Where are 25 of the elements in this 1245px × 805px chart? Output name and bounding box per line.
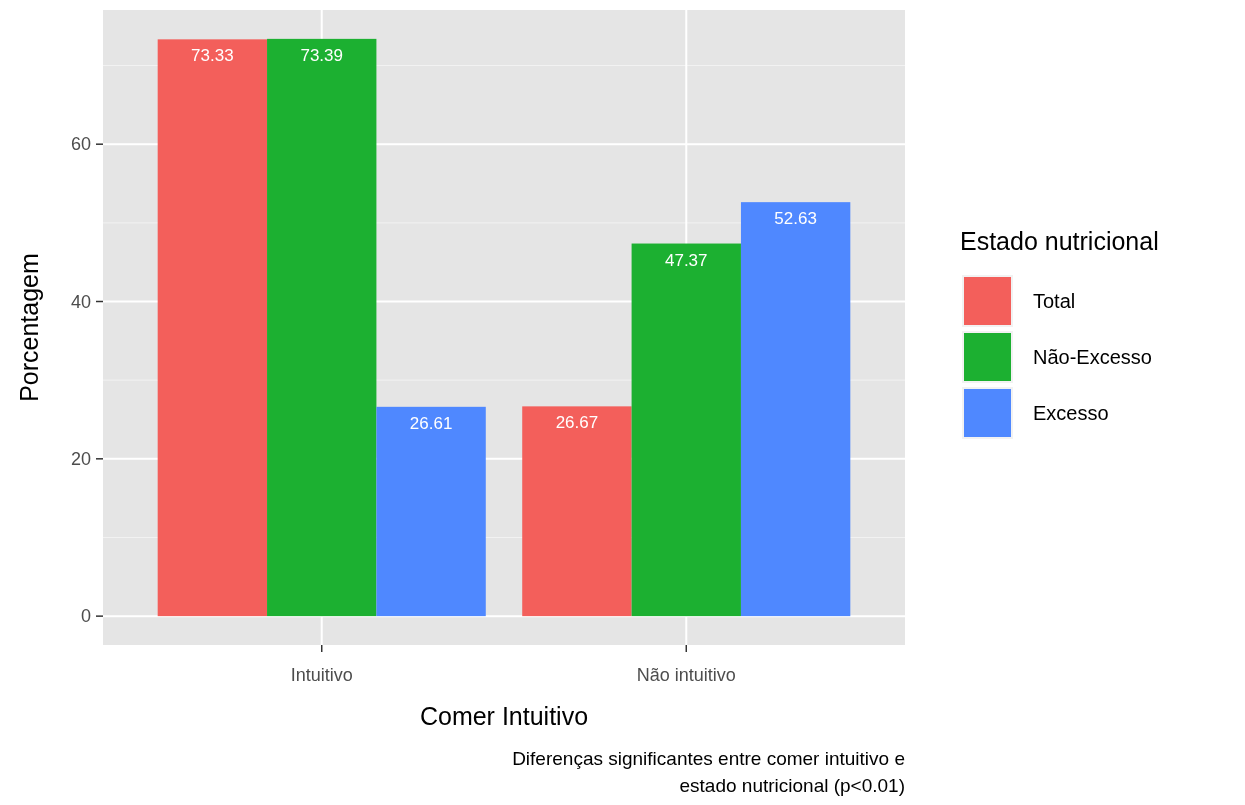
x-tick-label: Não intuitivo [636,665,736,685]
legend-title: Estado nutricional [960,227,1159,255]
data-label: 26.61 [409,413,453,433]
data-label: 73.33 [191,46,234,66]
data-label: 52.63 [774,209,817,229]
bar [631,243,741,617]
x-axis-title: Comer Intuitivo [419,702,589,730]
y-axis-title: Porcentagem [15,253,43,402]
x-tick-label: Intuitivo [290,665,353,685]
y-tick-label: 60 [70,134,91,155]
y-tick-label: 0 [80,606,91,627]
bar [267,38,377,617]
legend-label: Total [1033,290,1076,312]
data-label: 73.39 [300,45,343,65]
bar [157,39,268,617]
bar [740,202,851,617]
data-label: 47.37 [665,250,708,270]
bar [522,406,632,617]
data-label: 26.67 [555,413,599,433]
y-tick-label: 20 [70,449,91,470]
legend-label: Não-Excesso [1033,346,1152,368]
y-tick-label: 40 [70,291,91,312]
bar [376,406,486,617]
text: Diferenças significantes entre comer intuitivo e estado nutricional (p<0.01) [512,748,905,796]
legend-label: Excesso [1033,402,1109,424]
